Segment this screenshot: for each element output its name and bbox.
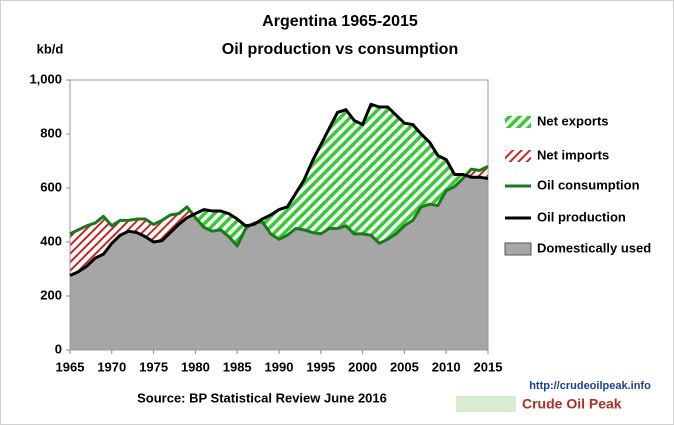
x-tick-label: 1965 <box>56 359 85 374</box>
y-tick-label: 1,000 <box>29 71 62 86</box>
legend-label: Domestically used <box>537 240 651 255</box>
x-tick-label: 1985 <box>223 359 252 374</box>
x-tick-label: 2000 <box>348 359 377 374</box>
y-tick-label: 400 <box>40 233 62 248</box>
legend-label: Net exports <box>537 113 609 128</box>
series-line <box>69 165 489 248</box>
watermark-logo <box>456 396 516 412</box>
watermark-name: Crude Oil Peak <box>522 396 622 412</box>
x-tick-label: 2015 <box>474 359 503 374</box>
watermark-url: http://crudeoilpeak.info <box>529 380 651 392</box>
legend-swatch <box>504 242 532 256</box>
x-tick-label: 1990 <box>265 359 294 374</box>
x-tick-label: 1970 <box>97 359 126 374</box>
net-exports-area <box>70 104 488 247</box>
y-tick-label: 600 <box>40 179 62 194</box>
source: Source: BP Statistical Review June 2016 <box>137 390 387 405</box>
x-tick-label: 1980 <box>181 359 210 374</box>
legend-swatch <box>505 150 531 162</box>
y-tick-label: 0 <box>55 341 62 356</box>
legend-swatch <box>505 116 531 128</box>
chart-title: Argentina 1965-2015 <box>262 13 418 30</box>
x-tick-label: 2010 <box>432 359 461 374</box>
plot <box>69 79 489 351</box>
y-tick-label: 800 <box>40 125 62 140</box>
y-tick-label: 200 <box>40 287 62 302</box>
chart-subtitle: Oil production vs consumption <box>222 41 458 58</box>
legend-label: Oil production <box>537 209 626 224</box>
x-tick-label: 2005 <box>390 359 419 374</box>
legend-label: Net imports <box>537 147 609 162</box>
legend-label: Oil consumption <box>537 177 640 192</box>
series-line <box>69 102 489 277</box>
y-axis-label: kb/d <box>37 41 64 56</box>
x-tick-label: 1995 <box>306 359 335 374</box>
x-tick-label: 1975 <box>139 359 168 374</box>
